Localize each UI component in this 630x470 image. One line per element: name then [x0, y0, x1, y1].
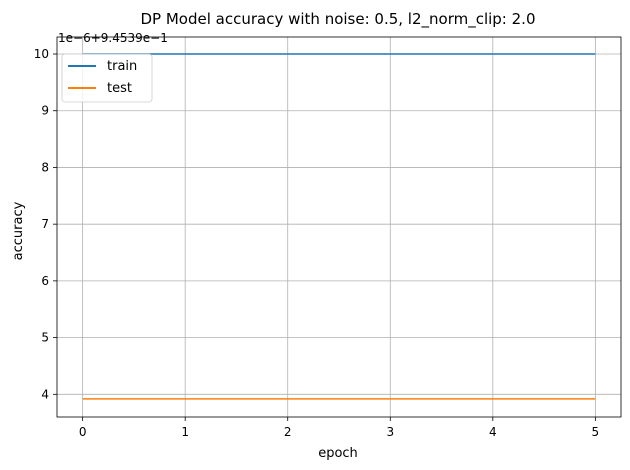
x-tick-label: 5: [592, 425, 600, 439]
x-tick-label: 3: [386, 425, 394, 439]
plot-area: 0 1 2 3 4 5 4 5 6 7 8 9 10 train test: [34, 36, 622, 439]
legend-label-train: train: [107, 59, 137, 74]
x-axis-label: epoch: [318, 446, 358, 461]
y-tick-label: 10: [34, 47, 49, 61]
y-axis-label: accuracy: [11, 201, 26, 260]
y-tick-label: 7: [41, 217, 49, 231]
y-tick-label: 8: [41, 160, 49, 174]
y-tick-label: 6: [41, 274, 49, 288]
x-tick-label: 2: [284, 425, 292, 439]
chart-title: DP Model accuracy with noise: 0.5, l2_no…: [140, 10, 535, 29]
y-tick-label: 4: [41, 387, 49, 401]
axes-frame: [56, 36, 622, 418]
y-offset-text: 1e−6+9.4539e−1: [58, 31, 168, 45]
x-tick-label: 1: [181, 425, 189, 439]
x-tick-label: 4: [489, 425, 497, 439]
y-tick-label: 5: [41, 331, 49, 345]
legend-label-test: test: [107, 81, 132, 96]
x-tick-label: 0: [79, 425, 87, 439]
y-tick-label: 9: [41, 104, 49, 118]
